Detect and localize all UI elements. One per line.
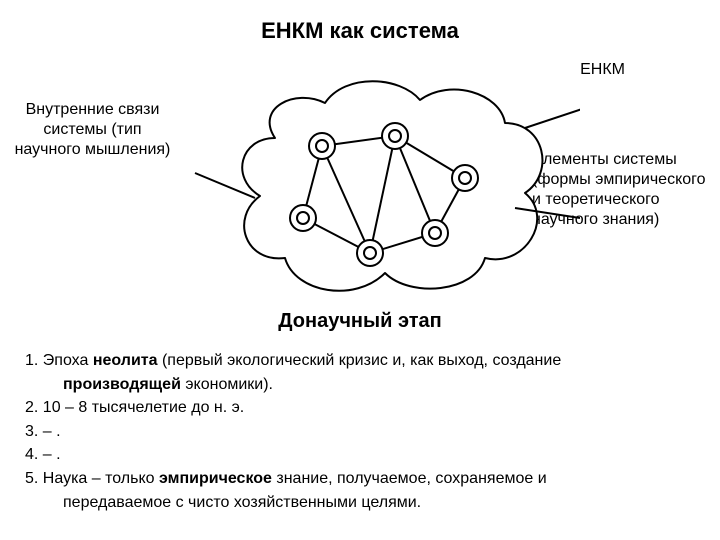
label-internal-links: Внутренние связи системы (тип научного м… (10, 100, 175, 160)
bullet-list: 1. Эпоха неолита (первый экологический к… (25, 350, 695, 515)
list-item-5: 5. Наука – только эмпирическое знание, п… (25, 468, 695, 490)
list-item-2: 2. 10 – 8 тысячелетие до н. э. (25, 397, 695, 419)
diagram-svg (190, 68, 580, 298)
list-item-1-cont: производящей экономики). (25, 374, 695, 396)
list-item-1: 1. Эпоха неолита (первый экологический к… (25, 350, 695, 372)
list-item-5-cont: передаваемое с чисто хозяйственными целя… (25, 492, 695, 514)
list-item-4: 4. – . (25, 444, 695, 466)
network-diagram (190, 68, 520, 288)
subtitle: Донаучный этап (0, 310, 720, 333)
list-item-3: 3. – . (25, 421, 695, 443)
label-enkm: ЕНКМ (580, 60, 625, 80)
page-title: ЕНКМ как система (0, 0, 720, 44)
